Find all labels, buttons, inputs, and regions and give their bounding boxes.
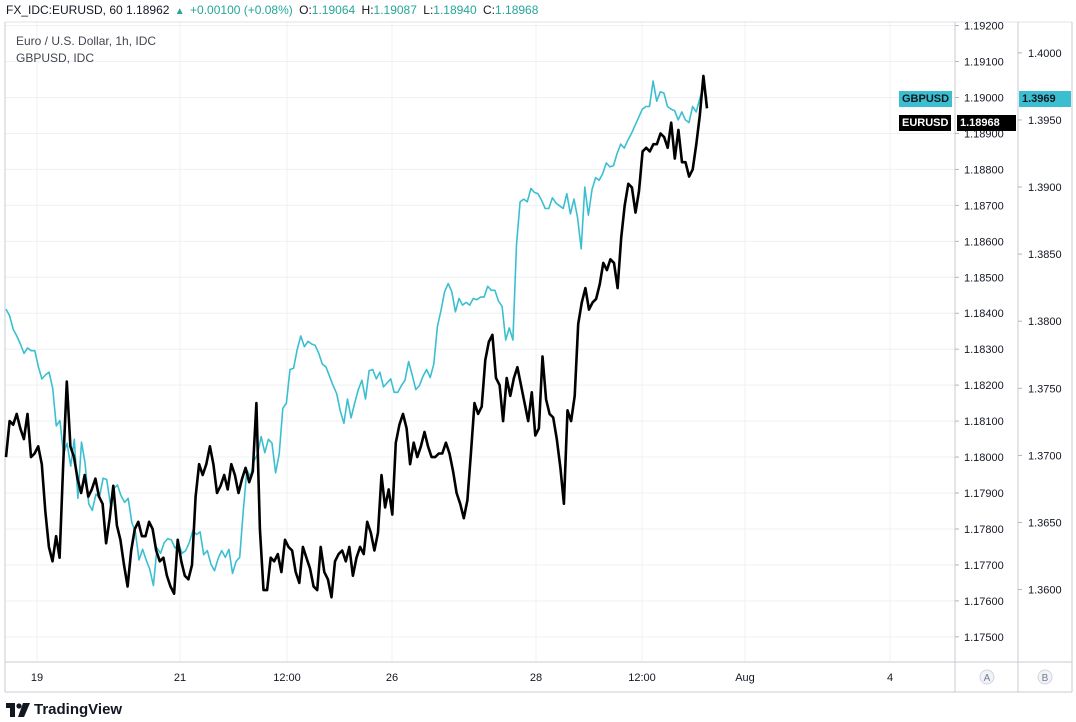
eurusd-tick-label: 1.18800 xyxy=(964,164,1004,176)
eurusd-tick-label: 1.18400 xyxy=(964,308,1004,320)
gbpusd-value-tag: 1.3969 xyxy=(1019,91,1071,107)
symbol-header: FX_IDC:EURUSD, 60 1.18962 ▲ +0.00100 (+0… xyxy=(6,3,538,17)
time-axis[interactable]: 19 21 12:00 26 28 12:00 Aug 4 xyxy=(31,672,893,684)
gbpusd-tick-label: 1.3650 xyxy=(1028,517,1062,529)
high-value: 1.19087 xyxy=(373,3,417,17)
gbpusd-tick-label: 1.3700 xyxy=(1028,450,1062,462)
eurusd-tick-label: 1.18300 xyxy=(964,344,1004,356)
axis-button-a[interactable]: A xyxy=(979,669,995,685)
gbpusd-tick-label: 1.3600 xyxy=(1028,585,1062,597)
tradingview-logo[interactable]: TradingView xyxy=(6,701,122,718)
eurusd-value-tag: 1.18968 xyxy=(957,115,1016,131)
gbpusd-tick-label: 1.3850 xyxy=(1028,249,1062,261)
main-series-legend[interactable]: Euro / U.S. Dollar, 1h, IDC xyxy=(16,34,157,48)
gbpusd-price-axis[interactable]: 1.4000 1.3950 1.3900 1.3850 1.3800 1.3750 1.37… xyxy=(1018,48,1062,597)
chart-frame xyxy=(4,21,1073,693)
eurusd-tick-label: 1.18200 xyxy=(964,380,1004,392)
eurusd-tick-label: 1.17500 xyxy=(964,632,1004,644)
eurusd-tick-label: 1.19000 xyxy=(964,93,1004,105)
gbpusd-tick-label: 1.4000 xyxy=(1028,48,1062,60)
gbpusd-tick-label: 1.3950 xyxy=(1028,115,1062,127)
eurusd-tick-label: 1.18700 xyxy=(964,200,1004,212)
axis-button-b[interactable]: B xyxy=(1037,669,1053,685)
time-tick-label: 12:00 xyxy=(273,672,301,684)
close-label: C: xyxy=(483,3,496,17)
low-label: L: xyxy=(423,3,434,17)
high-label: H: xyxy=(361,3,374,17)
eurusd-tick-label: 1.18000 xyxy=(964,452,1004,464)
gbpusd-tick-label: 1.3900 xyxy=(1028,182,1062,194)
eurusd-tick-label: 1.18600 xyxy=(964,236,1004,248)
open-label: O: xyxy=(299,3,312,17)
last-price: 1.18962 xyxy=(126,3,170,17)
eurusd-tick-label: 1.17900 xyxy=(964,488,1004,500)
up-triangle-icon: ▲ xyxy=(174,6,185,17)
time-tick-label: 28 xyxy=(530,672,542,684)
eurusd-tick-label: 1.18100 xyxy=(964,416,1004,428)
gbpusd-series-line[interactable] xyxy=(5,80,708,587)
gbpusd-tick-label: 1.3800 xyxy=(1028,316,1062,328)
price-change: +0.00100 (+0.08%) xyxy=(190,3,293,17)
eurusd-tick-label: 1.17700 xyxy=(964,560,1004,572)
time-tick-label: 4 xyxy=(887,672,893,684)
grid-lines xyxy=(5,22,955,662)
gbpusd-tick-label: 1.3750 xyxy=(1028,383,1062,395)
time-tick-label: Aug xyxy=(735,672,755,684)
eurusd-series-line[interactable] xyxy=(4,74,709,599)
eurusd-tick-label: 1.17800 xyxy=(964,524,1004,536)
series-lines xyxy=(4,74,709,599)
close-value: 1.18968 xyxy=(495,3,539,17)
axis-button-a-label: A xyxy=(984,673,991,684)
eurusd-name-tag: EURUSD xyxy=(899,115,952,131)
eurusd-tick-label: 1.18500 xyxy=(964,272,1004,284)
time-tick-label: 19 xyxy=(31,672,43,684)
eurusd-tick-label: 1.17600 xyxy=(964,596,1004,608)
eurusd-tick-label: 1.19100 xyxy=(964,57,1004,69)
eurusd-tick-label: 1.18900 xyxy=(964,128,1004,140)
tradingview-logo-icon xyxy=(6,702,30,717)
time-tick-label: 12:00 xyxy=(628,672,656,684)
time-tick-label: 21 xyxy=(174,672,186,684)
time-tick-label: 26 xyxy=(386,672,398,684)
open-value: 1.19064 xyxy=(311,3,356,17)
axis-button-b-label: B xyxy=(1042,673,1049,684)
compare-series-legend[interactable]: GBPUSD, IDC xyxy=(16,51,95,65)
eurusd-price-axis[interactable]: 1.19200 1.19100 1.19000 1.18900 1.18800 1.187… xyxy=(955,21,1004,644)
low-value: 1.18940 xyxy=(433,3,477,17)
brand-name: TradingView xyxy=(34,701,123,718)
symbol-name[interactable]: FX_IDC:EURUSD, 60 xyxy=(6,3,123,17)
gbpusd-name-tag: GBPUSD xyxy=(899,91,953,107)
eurusd-tick-label: 1.19200 xyxy=(964,21,1004,33)
